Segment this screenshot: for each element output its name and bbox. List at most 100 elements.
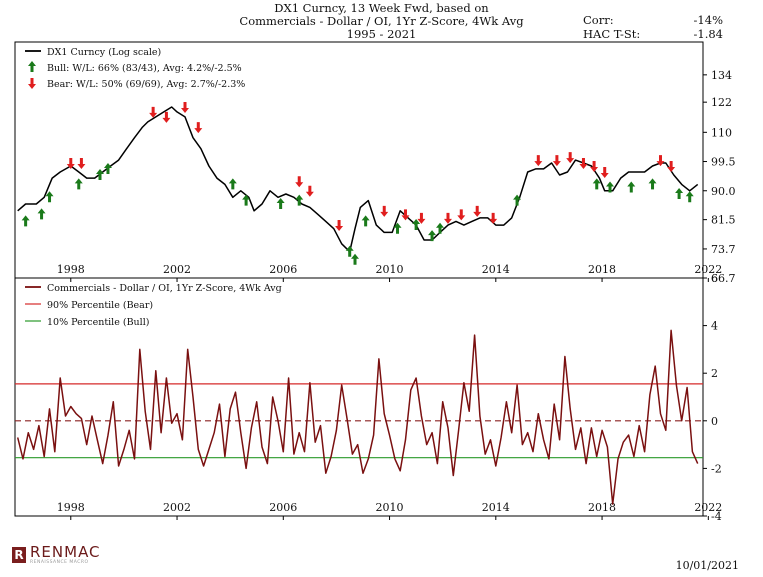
- bear-arrow-23: [667, 160, 676, 172]
- x-tick-label-0-6: 2022: [694, 263, 722, 276]
- bear-arrow-13: [457, 209, 466, 221]
- y-tick-label-1-2: 0: [711, 415, 718, 428]
- y-tick-label-1-3: 2: [711, 367, 718, 380]
- bear-arrow-12: [443, 212, 452, 224]
- y-tick-label-0-2: 110: [711, 126, 732, 139]
- chart-title: DX1 Curncy, 13 Week Fwd, based on Commer…: [0, 2, 763, 41]
- bear-arrow-10: [401, 209, 410, 221]
- bull-arrow-5: [103, 162, 112, 174]
- legend-bull-percentile-label: 10% Percentile (Bull): [47, 317, 149, 328]
- bear-arrow-7: [305, 185, 314, 197]
- bull-arrow-4: [96, 169, 105, 181]
- x-tick-label-0-5: 2018: [588, 263, 616, 276]
- bear-arrow-21: [600, 166, 609, 178]
- bear-arrow-3: [162, 111, 171, 123]
- y-tick-label-0-5: 81.5: [711, 214, 736, 227]
- bull-arrow-10: [345, 245, 354, 257]
- bull-arrow-16: [436, 222, 445, 234]
- y-tick-label-1-0: -4: [711, 510, 722, 523]
- zscore-series-line: [16, 329, 699, 505]
- corr-value: -14%: [693, 13, 723, 27]
- renmac-logo: R RENMAC RENAISSANCE MACRO: [12, 545, 101, 565]
- bear-arrow-17: [552, 155, 561, 167]
- y-tick-label-1-1: -2: [711, 462, 722, 475]
- x-tick-label-1-5: 2018: [588, 501, 616, 514]
- bull-arrow-23: [685, 191, 694, 203]
- stats-box: Corr: -14% HAC T-St: -1.84: [583, 13, 723, 41]
- report-date: 10/01/2021: [675, 559, 739, 572]
- x-tick-label-0-1: 2002: [163, 263, 191, 276]
- bull-arrow-9: [295, 194, 304, 206]
- bear-arrow-2: [149, 106, 158, 118]
- legend-bull-label: Bull: W/L: 66% (83/43), Avg: 4.2%/-2.5%: [47, 63, 242, 74]
- bear-arrow-14: [473, 205, 482, 217]
- y-tick-label-1-5: 6: [711, 272, 718, 285]
- bull-arrow-7: [242, 194, 251, 206]
- x-tick-label-0-3: 2010: [376, 263, 404, 276]
- x-tick-label-1-1: 2002: [163, 501, 191, 514]
- y-tick-label-0-7: 66.7: [711, 272, 736, 285]
- bull-arrow-18: [592, 178, 601, 190]
- x-tick-label-1-6: 2022: [694, 501, 722, 514]
- hac-value: -1.84: [693, 27, 724, 41]
- bull-arrow-1: [37, 208, 46, 220]
- bull-arrow-14: [412, 219, 421, 231]
- x-tick-label-1-3: 2010: [376, 501, 404, 514]
- bull-arrow-20: [627, 181, 636, 193]
- logo-text: RENMAC: [30, 543, 101, 561]
- bear-arrow-1: [77, 157, 86, 169]
- bear-arrow-6: [295, 176, 304, 188]
- legend-bear-label: Bear: W/L: 50% (69/69), Avg: 2.7%/-2.3%: [47, 79, 245, 90]
- panel-frame-1: [14, 277, 704, 517]
- logo-mark-icon: R: [12, 547, 26, 563]
- bear-arrow-19: [579, 157, 588, 169]
- logo-subtext: RENAISSANCE MACRO: [30, 560, 89, 565]
- bear-arrow-18: [566, 152, 575, 164]
- bull-arrow-3: [74, 178, 83, 190]
- bear-arrow-15: [489, 212, 498, 224]
- bull-arrow-21: [648, 178, 657, 190]
- bear-arrow-5: [194, 122, 203, 134]
- bull-arrow-17: [513, 194, 522, 206]
- bull-arrow-0: [21, 215, 30, 227]
- y-tick-label-0-6: 73.7: [711, 243, 736, 256]
- legend-zscore-label: Commercials - Dollar / OI, 1Yr Z-Score, …: [47, 283, 282, 294]
- bull-arrow-15: [428, 230, 437, 242]
- legend-bull-icon: [28, 61, 36, 72]
- y-tick-label-0-4: 90.0: [711, 185, 736, 198]
- legend-bear-icon: [28, 78, 36, 89]
- x-tick-label-1-2: 2006: [269, 501, 297, 514]
- x-tick-label-1-0: 1998: [57, 501, 85, 514]
- x-tick-label-0-2: 2006: [269, 263, 297, 276]
- y-tick-label-0-0: 134: [711, 69, 732, 82]
- x-tick-label-0-0: 1998: [57, 263, 85, 276]
- bear-arrow-16: [534, 155, 543, 167]
- title-line-3: 1995 - 2021: [346, 27, 417, 41]
- legend-bear-percentile-label: 90% Percentile (Bear): [47, 300, 153, 311]
- bull-arrow-8: [276, 197, 285, 209]
- bull-arrow-12: [361, 215, 370, 227]
- title-line-2: Commercials - Dollar / OI, 1Yr Z-Score, …: [239, 14, 524, 28]
- y-tick-label-1-4: 4: [711, 320, 718, 333]
- y-tick-label-0-1: 122: [711, 96, 732, 109]
- x-tick-label-1-4: 2014: [482, 501, 510, 514]
- bull-arrow-11: [351, 253, 360, 265]
- bear-arrow-0: [66, 157, 75, 169]
- bull-arrow-22: [675, 188, 684, 200]
- legend-price-label: DX1 Curncy (Log scale): [47, 47, 161, 58]
- x-tick-label-0-4: 2014: [482, 263, 510, 276]
- bull-arrow-6: [228, 178, 237, 190]
- bull-arrow-19: [606, 181, 615, 193]
- title-line-1: DX1 Curncy, 13 Week Fwd, based on: [274, 1, 489, 15]
- bear-arrow-22: [656, 155, 665, 167]
- bear-arrow-11: [417, 212, 426, 224]
- bull-arrow-13: [393, 222, 402, 234]
- bear-arrow-20: [590, 160, 599, 172]
- y-tick-label-0-3: 99.5: [711, 156, 736, 169]
- bull-arrow-2: [45, 191, 54, 203]
- bear-arrow-9: [380, 205, 389, 217]
- corr-label: Corr:: [583, 13, 614, 27]
- bear-arrow-4: [181, 101, 190, 113]
- hac-label: HAC T-St:: [583, 27, 641, 41]
